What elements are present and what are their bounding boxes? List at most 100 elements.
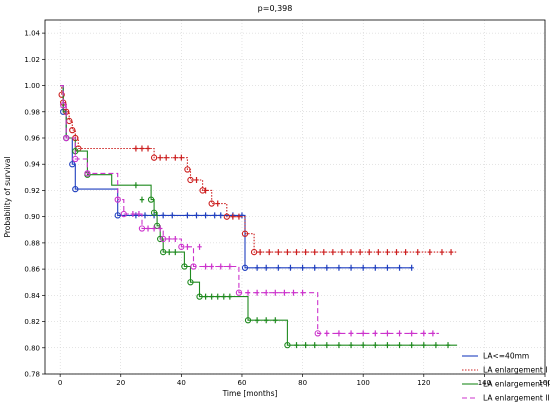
censor-mark bbox=[291, 289, 296, 296]
censor-mark bbox=[303, 249, 308, 256]
event-marker bbox=[84, 170, 91, 177]
censor-mark bbox=[179, 154, 184, 161]
censor-mark bbox=[142, 212, 148, 219]
x-tick-label: 60 bbox=[238, 379, 247, 387]
censor-mark bbox=[273, 317, 278, 324]
series-la-enlargement-iii bbox=[60, 85, 439, 337]
censor-mark bbox=[324, 342, 330, 349]
censor-mark bbox=[376, 249, 381, 256]
censor-mark bbox=[239, 212, 245, 219]
censor-mark bbox=[348, 342, 354, 349]
event-marker bbox=[314, 330, 321, 337]
event-marker bbox=[223, 213, 230, 220]
x-tick-label: 20 bbox=[116, 379, 125, 387]
censor-mark bbox=[312, 342, 317, 349]
censor-mark bbox=[373, 342, 378, 349]
censor-mark bbox=[257, 249, 263, 256]
censor-mark bbox=[385, 249, 390, 256]
legend-label: LA enlargement I bbox=[483, 366, 547, 375]
event-marker bbox=[72, 155, 79, 163]
censor-mark bbox=[130, 211, 136, 218]
censor-mark bbox=[218, 263, 223, 270]
censor-mark bbox=[185, 212, 190, 219]
x-tick-label: 140 bbox=[478, 379, 491, 387]
y-tick-label: 0.78 bbox=[24, 371, 40, 379]
censor-mark bbox=[336, 330, 342, 337]
censor-mark bbox=[373, 264, 378, 271]
censor-mark bbox=[133, 182, 139, 189]
censor-mark bbox=[448, 249, 454, 256]
y-tick-label: 0.96 bbox=[24, 135, 40, 143]
censor-mark bbox=[336, 264, 342, 271]
censor-mark bbox=[139, 196, 145, 203]
censor-mark bbox=[212, 212, 217, 219]
y-tick-label: 0.88 bbox=[24, 239, 40, 247]
censor-mark bbox=[145, 145, 151, 152]
censor-mark bbox=[264, 289, 269, 296]
censor-mark bbox=[339, 249, 345, 256]
censor-mark bbox=[300, 289, 305, 296]
y-tick-label: 0.80 bbox=[24, 344, 40, 352]
event-marker bbox=[120, 210, 127, 218]
censor-mark bbox=[409, 264, 414, 271]
censor-mark bbox=[409, 342, 414, 349]
censor-mark bbox=[145, 225, 151, 232]
censor-mark bbox=[312, 249, 317, 256]
censor-mark bbox=[194, 212, 199, 219]
y-tick-label: 1.04 bbox=[24, 30, 40, 38]
censor-mark bbox=[173, 154, 178, 161]
censor-mark bbox=[160, 212, 166, 219]
event-marker bbox=[244, 317, 252, 324]
y-tick-label: 1.00 bbox=[24, 82, 40, 90]
censor-mark bbox=[421, 342, 426, 349]
censor-mark bbox=[221, 293, 226, 300]
censor-mark bbox=[264, 264, 269, 271]
censor-mark bbox=[264, 317, 269, 324]
event-marker bbox=[150, 209, 158, 216]
censor-mark bbox=[282, 289, 287, 296]
y-tick-label: 0.82 bbox=[24, 318, 40, 326]
censor-mark bbox=[445, 342, 451, 349]
censor-mark bbox=[157, 225, 163, 232]
censor-mark bbox=[430, 330, 436, 337]
chart-title: p=0,398 bbox=[258, 4, 293, 13]
event-marker bbox=[184, 166, 191, 173]
censor-mark bbox=[330, 249, 336, 256]
censor-mark bbox=[173, 235, 178, 242]
x-tick-label: 40 bbox=[177, 379, 186, 387]
x-tick-label: 160 bbox=[538, 379, 550, 387]
censor-mark bbox=[360, 342, 366, 349]
series-la-enlargement-ii bbox=[60, 85, 458, 349]
censor-mark bbox=[409, 330, 414, 337]
censor-mark bbox=[348, 330, 354, 337]
censor-mark bbox=[348, 264, 354, 271]
censor-mark bbox=[133, 212, 139, 219]
censor-mark bbox=[433, 342, 439, 349]
censor-mark bbox=[203, 293, 208, 300]
censor-mark bbox=[321, 249, 326, 256]
censor-mark bbox=[203, 263, 208, 270]
censor-mark bbox=[164, 154, 169, 161]
censor-mark bbox=[276, 249, 281, 256]
censor-mark bbox=[415, 249, 420, 256]
event-marker bbox=[60, 102, 67, 109]
x-tick-label: 120 bbox=[417, 379, 430, 387]
censor-mark bbox=[151, 225, 157, 232]
censor-mark bbox=[303, 342, 308, 349]
censor-mark bbox=[324, 330, 330, 337]
censor-mark bbox=[194, 176, 199, 183]
censor-mark bbox=[360, 330, 366, 337]
censor-mark bbox=[209, 263, 214, 270]
censor-mark bbox=[348, 249, 354, 256]
event-marker bbox=[196, 293, 203, 300]
x-axis-title: Time [months] bbox=[222, 389, 278, 398]
event-marker bbox=[69, 126, 76, 134]
censor-mark bbox=[385, 264, 390, 271]
censor-mark bbox=[285, 249, 290, 256]
censor-mark bbox=[254, 317, 260, 324]
censor-mark bbox=[230, 213, 236, 220]
y-tick-label: 1.02 bbox=[24, 56, 40, 64]
event-marker bbox=[150, 154, 158, 161]
axis-ticks: 0 20 40 60 80 100 120 140 160 0.78 0.80 0.82 0.84 0.8… bbox=[24, 30, 550, 387]
censor-mark bbox=[254, 264, 260, 271]
